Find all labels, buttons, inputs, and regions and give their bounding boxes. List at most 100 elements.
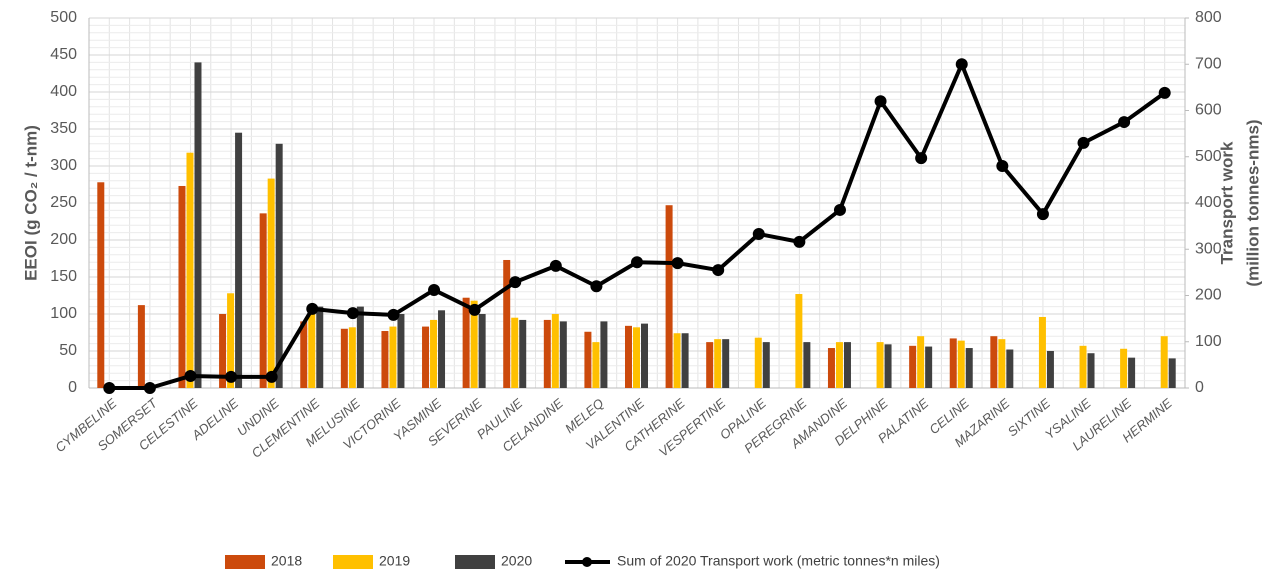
bar bbox=[681, 333, 689, 388]
y-tick-label: 450 bbox=[50, 46, 77, 63]
bar bbox=[422, 326, 430, 388]
bar bbox=[965, 348, 973, 388]
y2-tick-label: 400 bbox=[1195, 194, 1222, 211]
line-marker bbox=[793, 235, 806, 248]
line-marker bbox=[874, 95, 887, 108]
bar bbox=[876, 342, 884, 388]
bar bbox=[754, 337, 762, 388]
bar bbox=[137, 305, 145, 388]
y-tick-label: 0 bbox=[68, 379, 77, 396]
bar bbox=[308, 314, 316, 388]
y-tick-label: 150 bbox=[50, 268, 77, 285]
bar bbox=[470, 300, 478, 388]
bar bbox=[584, 331, 592, 388]
bar bbox=[795, 294, 803, 388]
bar bbox=[1006, 349, 1014, 388]
bar bbox=[998, 339, 1006, 388]
y2-axis-label: (million tonnes-nms) bbox=[1243, 119, 1262, 286]
bar bbox=[267, 178, 275, 388]
line-marker bbox=[1077, 136, 1090, 149]
bar bbox=[827, 348, 835, 388]
line-marker bbox=[712, 264, 725, 277]
line-marker bbox=[1158, 86, 1171, 99]
bar bbox=[641, 323, 648, 388]
bar bbox=[714, 339, 722, 388]
y2-tick-label: 100 bbox=[1195, 333, 1222, 350]
line-marker bbox=[671, 257, 684, 270]
line-marker bbox=[915, 152, 928, 165]
line-marker bbox=[225, 370, 238, 383]
legend-swatch bbox=[333, 555, 373, 569]
bar bbox=[917, 336, 925, 388]
bar bbox=[97, 182, 105, 388]
line-marker bbox=[346, 307, 359, 320]
bar bbox=[178, 185, 186, 388]
bar bbox=[843, 342, 851, 388]
bar bbox=[551, 314, 559, 388]
y-tick-label: 500 bbox=[50, 9, 77, 26]
y-tick-label: 50 bbox=[59, 342, 77, 359]
legend-label: Sum of 2020 Transport work (metric tonne… bbox=[617, 553, 940, 569]
bar bbox=[1120, 348, 1128, 388]
bar bbox=[1038, 316, 1046, 388]
bar bbox=[706, 342, 714, 388]
bar bbox=[835, 342, 843, 388]
legend-label: 2020 bbox=[501, 553, 532, 569]
y-tick-label: 300 bbox=[50, 157, 77, 174]
bar bbox=[340, 328, 348, 388]
bar bbox=[186, 152, 194, 388]
line-marker bbox=[509, 276, 522, 289]
line-marker bbox=[184, 369, 197, 382]
y-tick-label: 250 bbox=[50, 194, 77, 211]
bar bbox=[592, 342, 600, 388]
y-tick-label: 350 bbox=[50, 120, 77, 137]
line-marker bbox=[549, 259, 562, 272]
bar bbox=[219, 314, 227, 388]
line-marker bbox=[306, 302, 319, 315]
bar bbox=[1168, 358, 1176, 388]
line-marker bbox=[996, 160, 1009, 172]
bar bbox=[909, 345, 917, 388]
bar bbox=[762, 342, 770, 388]
legend-swatch bbox=[225, 555, 265, 569]
y2-axis-label: Transport work bbox=[1217, 141, 1236, 264]
line-marker bbox=[590, 280, 603, 293]
bar bbox=[990, 336, 998, 388]
y-tick-label: 100 bbox=[50, 305, 77, 322]
bar bbox=[1160, 336, 1168, 388]
line-marker bbox=[468, 303, 481, 316]
bar bbox=[665, 205, 673, 388]
bar bbox=[803, 342, 811, 388]
bar bbox=[194, 62, 202, 389]
bar bbox=[438, 310, 446, 388]
bar bbox=[1087, 353, 1095, 388]
bar bbox=[673, 333, 681, 388]
bar bbox=[543, 319, 551, 388]
bar bbox=[381, 331, 389, 388]
bar bbox=[519, 319, 527, 388]
bar bbox=[316, 306, 324, 388]
line-marker bbox=[752, 227, 765, 240]
bar bbox=[389, 326, 397, 388]
y2-tick-label: 500 bbox=[1195, 148, 1222, 165]
bar bbox=[300, 321, 308, 388]
y2-tick-label: 700 bbox=[1195, 55, 1222, 72]
bar bbox=[227, 293, 235, 388]
legend-swatch bbox=[455, 555, 495, 569]
line-marker bbox=[103, 382, 116, 394]
bar bbox=[625, 325, 632, 388]
bar bbox=[633, 327, 640, 388]
bar bbox=[259, 213, 267, 388]
bar bbox=[235, 132, 243, 388]
line-marker bbox=[833, 203, 846, 216]
bar bbox=[1079, 345, 1087, 388]
bar bbox=[1128, 357, 1136, 388]
line-marker bbox=[428, 283, 441, 296]
bar bbox=[503, 259, 511, 388]
bar bbox=[511, 317, 519, 388]
y2-tick-label: 600 bbox=[1195, 102, 1222, 119]
y-tick-label: 400 bbox=[50, 83, 77, 100]
line-marker bbox=[387, 308, 400, 321]
bar bbox=[356, 306, 364, 388]
